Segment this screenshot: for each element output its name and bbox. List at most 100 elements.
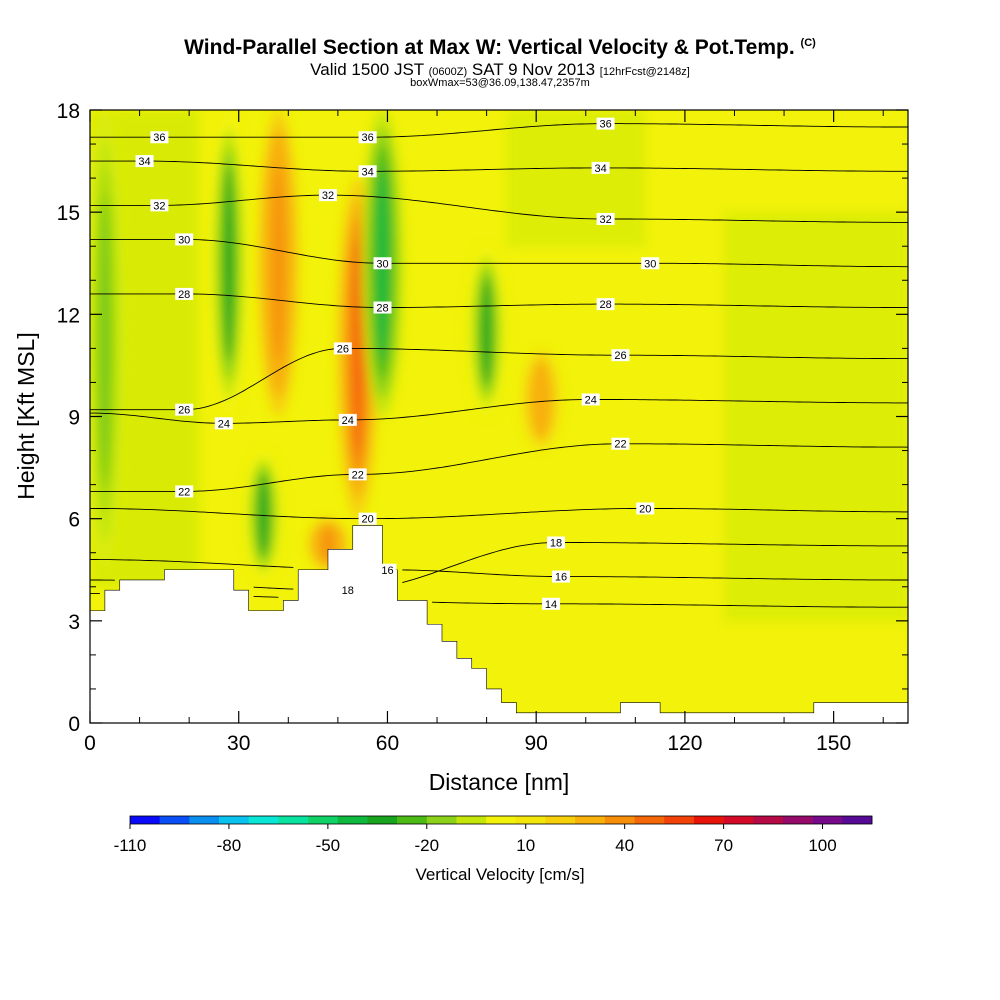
y-tick-label: 3 — [68, 611, 80, 634]
contour-label-text: 20 — [639, 503, 651, 515]
contour-label-bg — [373, 301, 392, 314]
x-tick-label: 60 — [376, 732, 399, 755]
colorbar-cell — [723, 816, 754, 824]
contour-label-20-16: 20 — [358, 512, 377, 526]
colorbar-cell — [159, 816, 190, 824]
contour-label-16-29: 16 — [551, 570, 570, 584]
colorbar-cell — [397, 816, 428, 824]
colorbar-cell — [545, 816, 576, 824]
colorbar-cell — [456, 816, 487, 824]
colorbar: -110 -80 -50 -20 10 40 70 100 — [114, 815, 873, 855]
box-wmax-info: boxWmax=53@36.09,138.47,2357m — [410, 77, 590, 89]
contour-label-text: 20 — [361, 514, 373, 526]
colorbar-cell — [278, 816, 309, 824]
contour-label-text: 22 — [352, 469, 364, 481]
contour-label-26-24: 26 — [611, 349, 630, 362]
contour-label-22-15: 22 — [348, 468, 367, 481]
contour-label-text: 16 — [555, 572, 567, 584]
y-tick-label: 0 — [68, 713, 80, 736]
contour-label-bg — [338, 584, 357, 597]
contour-label-bg — [333, 342, 352, 355]
contour-label-bg — [611, 437, 630, 450]
contour-label-30-22: 30 — [641, 257, 660, 270]
colorbar-tick-label: -110 — [114, 836, 147, 855]
contour-label-text: 18 — [342, 585, 354, 597]
contour-label-text: 36 — [153, 132, 165, 144]
contour-label-22-7: 22 — [175, 485, 194, 498]
colorbar-tick-label: 100 — [808, 836, 836, 855]
colorbar-cell — [664, 816, 695, 824]
weak-downdraft-right — [724, 212, 908, 621]
contour-label-text: 30 — [178, 234, 190, 246]
contour-label-text: 22 — [614, 439, 626, 451]
contour-label-28-12: 28 — [373, 301, 392, 315]
colorbar-cell — [130, 816, 160, 824]
x-tick-label: 150 — [816, 732, 851, 755]
contour-label-26-5: 26 — [175, 403, 194, 417]
valid-time-line: Valid 1500 JST (0600Z) SAT 9 Nov 2013 [1… — [0, 60, 1000, 80]
theta-contour-14 — [90, 593, 908, 608]
chart-title: Wind-Parallel Section at Max W: Vertical… — [0, 36, 1000, 60]
contour-label-text: 22 — [178, 486, 190, 498]
contour-label-text: 26 — [614, 350, 626, 362]
contour-label-32-2: 32 — [150, 199, 169, 212]
contour-label-24-25: 24 — [581, 393, 600, 406]
contour-label-32-21: 32 — [596, 212, 615, 226]
updraft-core-8 — [535, 366, 548, 433]
valid-zulu: (0600Z) — [428, 66, 468, 78]
y-tick-label: 18 — [57, 100, 80, 123]
colorbar-cell — [367, 816, 398, 824]
valid-date: SAT 9 Nov 2013 — [471, 60, 596, 79]
contour-label-bg — [358, 512, 377, 525]
colorbar-cell — [248, 816, 279, 824]
contour-label-text: 32 — [322, 190, 334, 202]
contour-label-bg — [214, 417, 233, 430]
contour-label-bg — [547, 536, 566, 549]
contour-label-text: 24 — [585, 394, 597, 406]
contour-label-bg — [641, 257, 660, 270]
colorbar-title: Vertical Velocity [cm/s] — [415, 865, 584, 884]
potential-temperature-contours — [90, 123, 908, 608]
theta-contour-34 — [90, 160, 908, 172]
updraft-core-3 — [272, 165, 285, 362]
contour-label-bg — [318, 189, 337, 202]
y-tick-label: 12 — [57, 304, 80, 327]
colorbar-cell — [308, 816, 339, 824]
contour-label-text: 24 — [342, 415, 354, 427]
weak-downdraft-left — [90, 110, 200, 587]
y-tick-label: 6 — [68, 509, 80, 532]
contour-label-24-14: 24 — [338, 413, 357, 427]
colorbar-cell — [842, 816, 873, 824]
theta-contour-32 — [90, 194, 908, 223]
colorbar-cell — [782, 816, 813, 824]
contour-label-20-27: 20 — [636, 502, 655, 515]
contour-label-36-8: 36 — [358, 131, 377, 144]
y-tick-label: 9 — [68, 407, 80, 430]
downdraft-core-1 — [222, 165, 235, 362]
velocity-field — [90, 110, 908, 621]
colorbar-cell — [337, 816, 368, 824]
contour-label-text: 34 — [361, 166, 373, 178]
colorbar-cell — [426, 816, 457, 824]
theta-contour-36 — [90, 123, 908, 138]
contour-label-36-19: 36 — [596, 117, 615, 131]
contour-label-22-26: 22 — [611, 437, 630, 451]
colorbar-cell — [604, 816, 635, 824]
contour-label-text: 24 — [218, 418, 230, 430]
contour-label-text: 30 — [376, 258, 388, 270]
x-axis-title: Distance [nm] — [429, 769, 570, 795]
contour-label-bg — [348, 468, 367, 481]
contour-label-text: 28 — [599, 299, 611, 311]
contour-label-34-9: 34 — [358, 165, 377, 178]
theta-contour-30 — [90, 238, 908, 268]
contour-labels: 3634323028262422363432302826242220181636… — [135, 117, 660, 611]
contour-label-text: 36 — [361, 132, 373, 144]
contour-label-bg — [611, 349, 630, 362]
colorbar-cell — [634, 816, 665, 824]
colorbar-cell — [486, 816, 517, 824]
forecast-info: [12hrFcst@2148z] — [599, 66, 690, 78]
colorbar-cell — [693, 816, 724, 824]
contour-label-text: 18 — [550, 538, 562, 550]
contour-label-bg — [358, 165, 377, 178]
colorbar-tick-label: -80 — [217, 836, 242, 855]
